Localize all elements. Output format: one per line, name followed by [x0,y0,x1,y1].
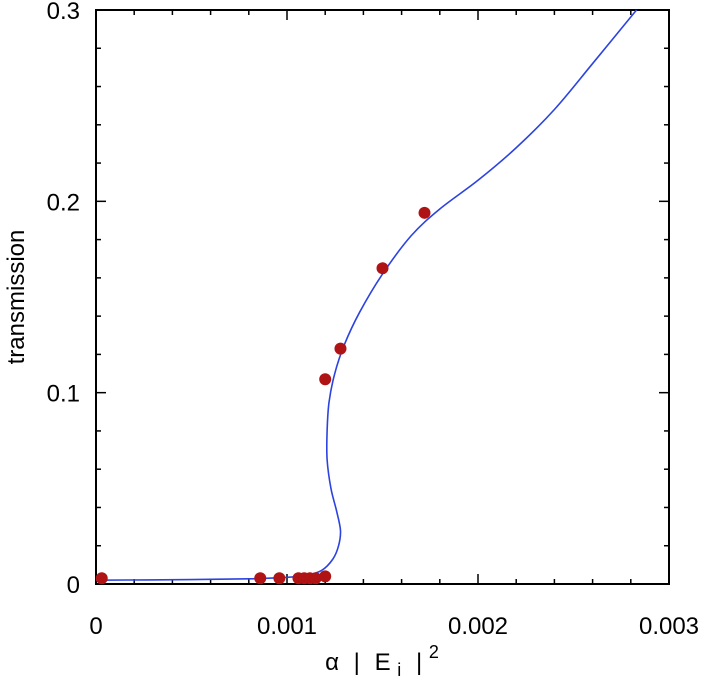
x-axis-label-var: E [375,649,391,676]
x-axis-label-symbol: α [325,649,339,676]
y-tick-label: 0.1 [47,381,80,408]
y-axis-label: transmission [3,230,30,365]
data-point [309,572,322,585]
data-point [319,570,332,583]
y-tick-label: 0 [67,572,80,599]
x-tick-label: 0 [89,613,102,640]
x-tick-label: 0.003 [639,613,699,640]
fit-curve [95,9,638,581]
data-point [95,572,108,585]
x-axis-label-bar-right: | [416,649,422,676]
data-point [376,262,389,275]
data-point [334,342,347,355]
data-point [273,572,286,585]
plot-frame [95,9,670,585]
data-point [418,206,431,219]
data-points-layer [95,206,431,585]
x-axis-label-subscript: i [397,660,401,678]
x-axis-label-bar-left: | [354,649,360,676]
plot-area [95,9,670,585]
y-tick-label: 0.3 [47,0,80,25]
x-axis-label-superscript: 2 [429,642,439,662]
tick-labels: 0 0.001 0.002 0.003 0 0.1 0.2 0.3 [47,0,699,640]
x-axis-label: α | E i | 2 [325,642,439,678]
fit-curve-layer [95,9,638,581]
data-point [254,572,267,585]
x-tick-label: 0.002 [448,613,508,640]
y-tick-label: 0.2 [47,189,80,216]
data-point [319,373,332,386]
axis-ticks [95,9,670,585]
x-tick-label: 0.001 [257,613,317,640]
